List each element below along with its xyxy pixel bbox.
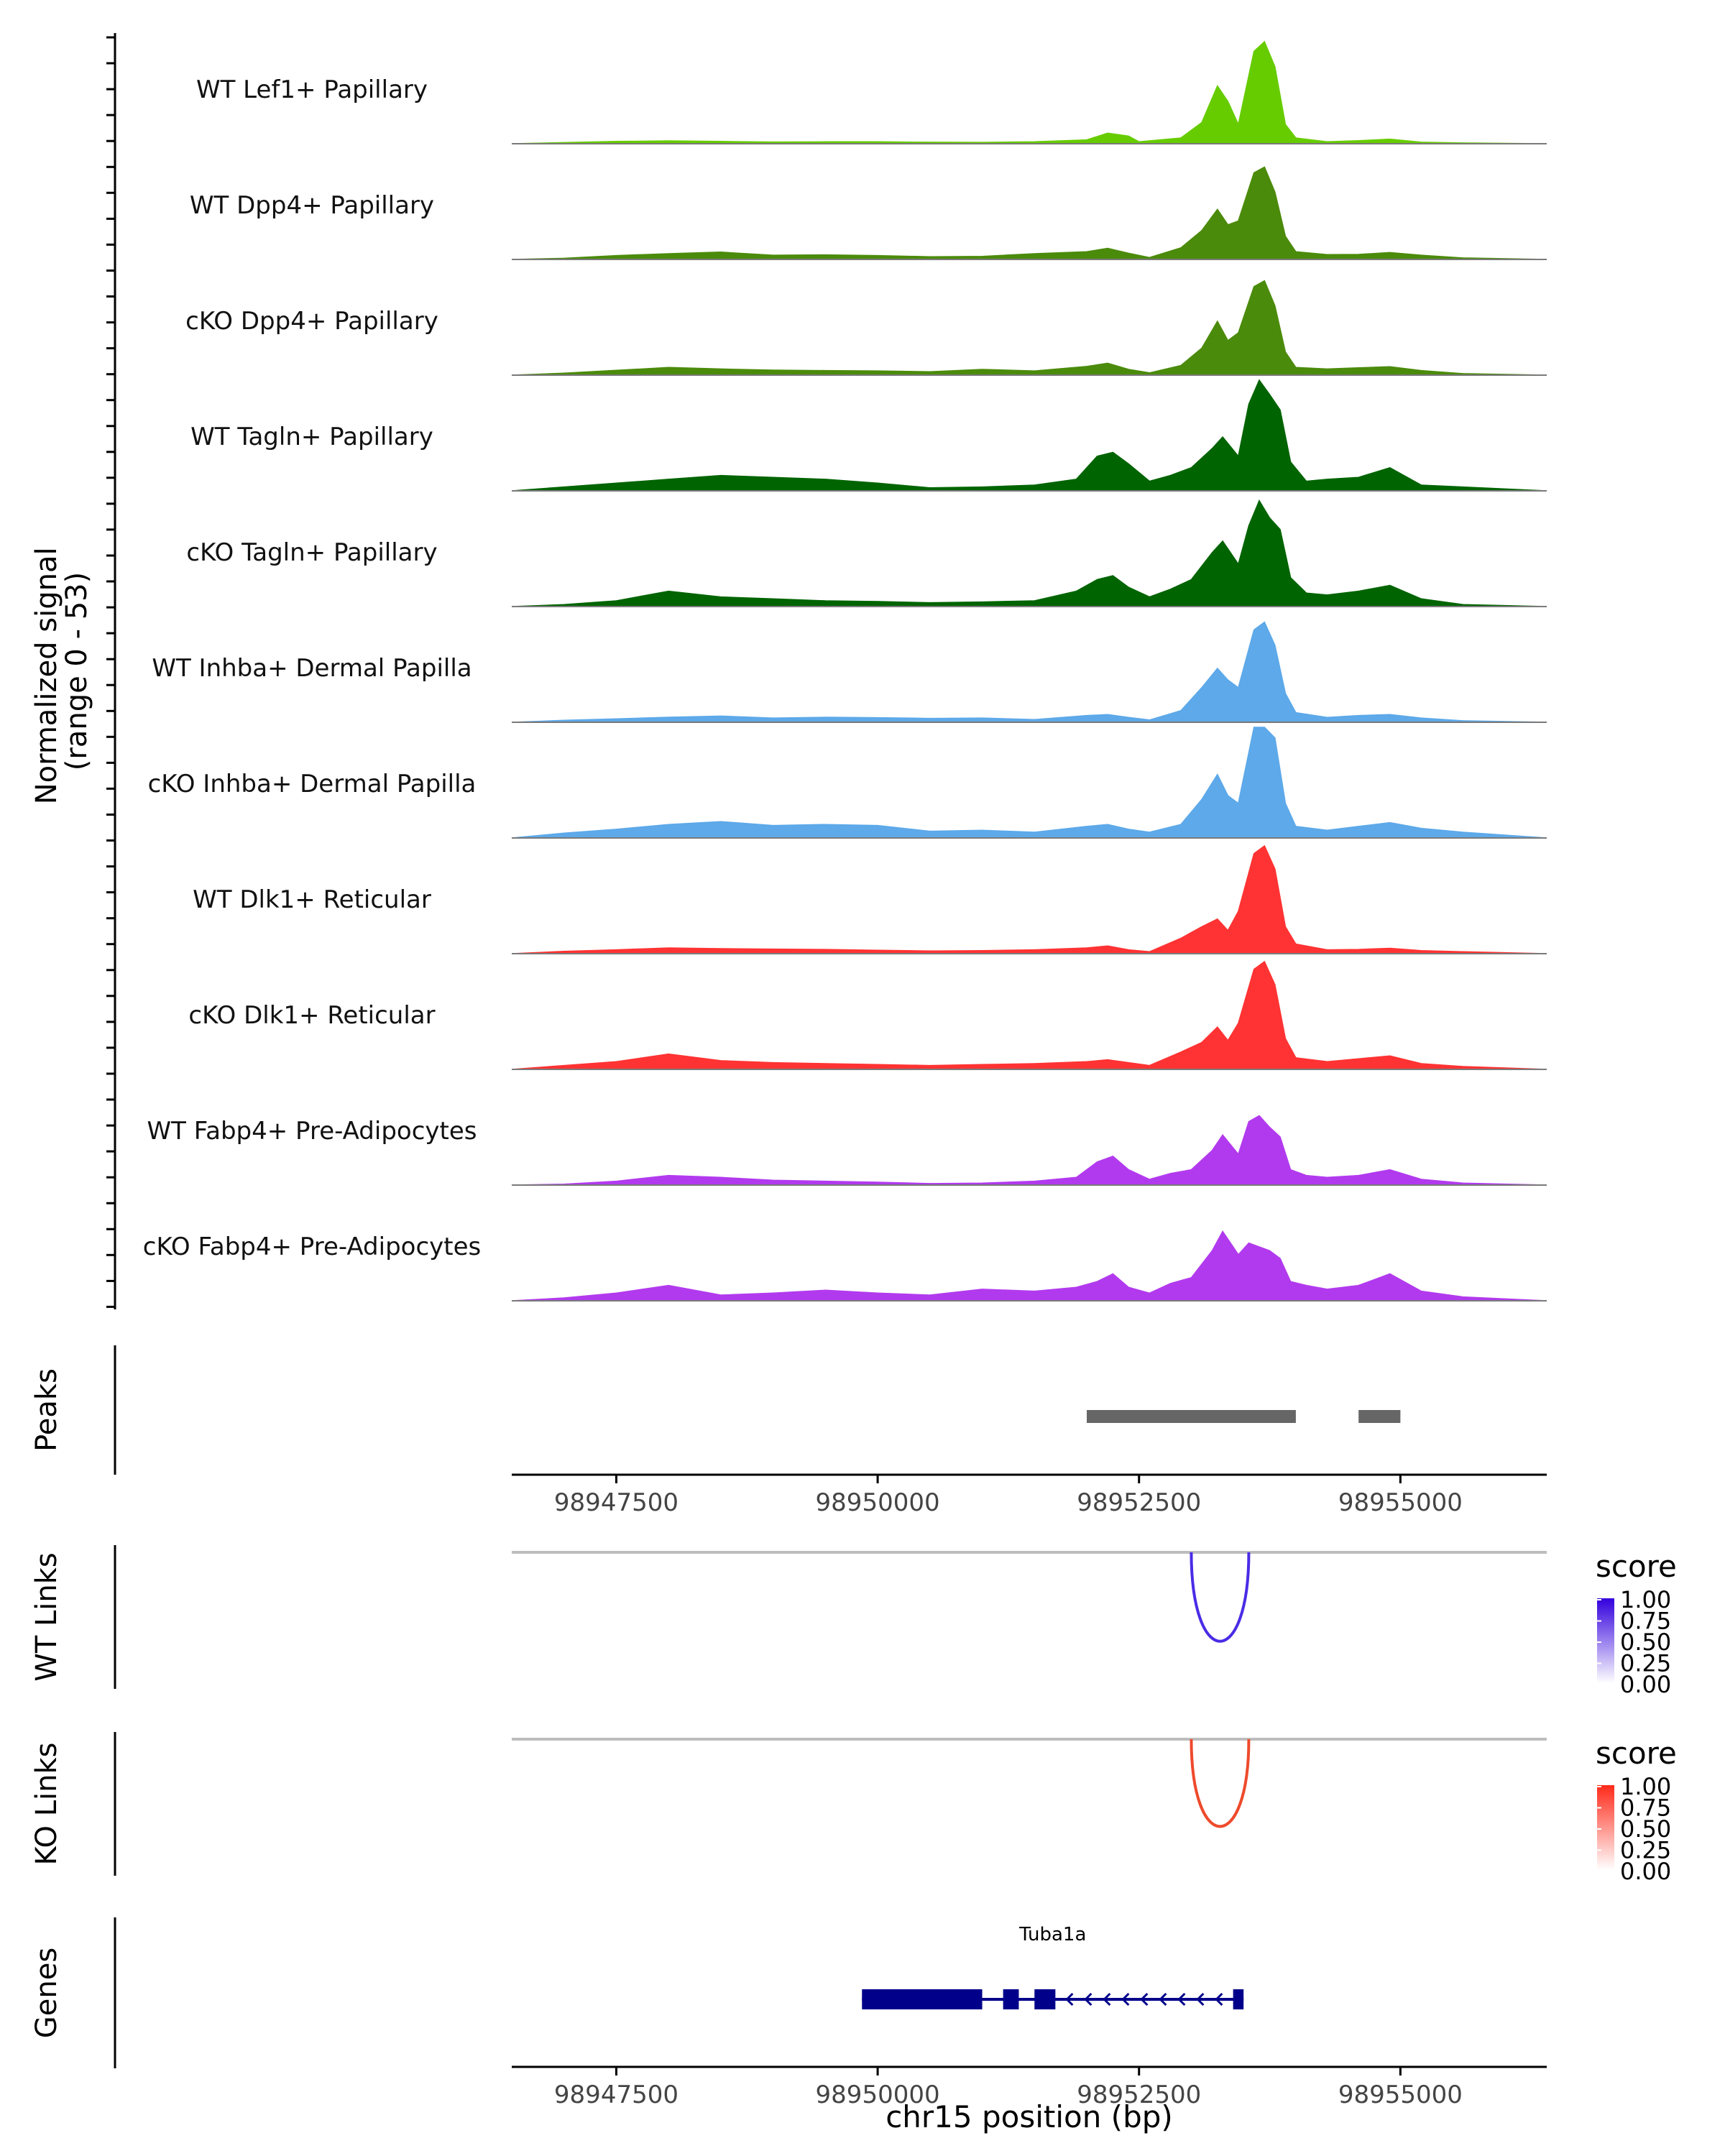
wt-score-legend: score 1.000.750.500.250.00: [1596, 1549, 1677, 1698]
coverage-track-label-5: WT Inhba+ Dermal Papilla: [152, 654, 472, 683]
coverage-track-label-10: cKO Fabp4+ Pre-Adipocytes: [143, 1233, 482, 1261]
coverage-track-0: WT Lef1+ Papillary: [196, 40, 1547, 144]
ko-links-label: KO Links: [30, 1743, 63, 1866]
gene-strand-arrow-0-5: [1159, 1992, 1167, 2007]
peak-bar-1: [1358, 1410, 1401, 1423]
peaks-panel: Peaks 98947500 98950000 98952500 98955000: [30, 1345, 1547, 1517]
x-axis-peaks-tick-label-0: 98947500: [554, 1488, 678, 1517]
coverage-track-area-4: [511, 499, 1547, 607]
ko-legend-title: score: [1596, 1736, 1677, 1771]
coverage-y-label: Normalized signal (range 0 - 53): [30, 538, 93, 805]
x-axis-genes-tick-label-1: 98950000: [816, 2081, 940, 2109]
coverage-track-label-7: WT Dlk1+ Reticular: [193, 885, 431, 914]
x-axis-peaks-tick-label-1: 98950000: [816, 1488, 940, 1517]
genes-panel: Genes Tuba1a 98947500 98950000 98952500 989…: [30, 1917, 1547, 2134]
peaks-bars: [1087, 1410, 1401, 1423]
coverage-track-area-3: [511, 379, 1547, 492]
wt-legend-tick-label-2: 0.50: [1620, 1628, 1671, 1656]
wt-legend-ticks: 1.000.750.500.250.00: [1597, 1586, 1671, 1698]
gene-strand-arrow-0-2: [1103, 1992, 1111, 2007]
coverage-track-area-10: [511, 1230, 1547, 1302]
gene-strand-arrow-0-8: [1215, 1992, 1223, 2007]
coverage-track-area-1: [511, 166, 1547, 260]
coverage-track-4: cKO Tagln+ Papillary: [186, 499, 1547, 607]
coverage-track-7: WT Dlk1+ Reticular: [193, 844, 1547, 954]
peaks-label: Peaks: [30, 1368, 63, 1452]
gene-strand-arrow-0-7: [1196, 1992, 1205, 2007]
coverage-track-area-5: [511, 621, 1547, 723]
coverage-track-label-0: WT Lef1+ Papillary: [196, 75, 428, 104]
coverage-track-label-3: WT Tagln+ Papillary: [190, 423, 433, 451]
wt-legend-tick-label-0: 1.00: [1620, 1586, 1671, 1613]
coverage-track-label-8: cKO Dlk1+ Reticular: [188, 1001, 435, 1030]
coverage-track-2: cKO Dpp4+ Papillary: [185, 280, 1547, 376]
coverage-y-label-line1: Normalized signal: [30, 547, 63, 804]
gene-strand-arrow-0-3: [1121, 1992, 1130, 2007]
coverage-track-label-6: cKO Inhba+ Dermal Papilla: [148, 770, 477, 798]
x-axis-peaks-tick-label-2: 98952500: [1077, 1488, 1201, 1517]
gene-exon-0-2: [1034, 1989, 1056, 2009]
wt-links-panel: WT Links: [30, 1545, 1547, 1689]
genes-label: Genes: [30, 1948, 63, 2038]
wt-legend-colorbar: [1597, 1598, 1614, 1683]
coverage-track-8: cKO Dlk1+ Reticular: [188, 960, 1547, 1070]
coverage-track-9: WT Fabp4+ Pre-Adipocytes: [147, 1115, 1547, 1186]
wt-legend-tick-label-4: 0.00: [1620, 1671, 1671, 1698]
x-axis-genes-tick-label-3: 98955000: [1338, 2081, 1463, 2109]
coverage-panel: Normalized signal (range 0 - 53) WT Lef1…: [30, 33, 1547, 1309]
gene-exon-0-3: [1233, 1989, 1244, 2009]
x-axis-peaks: 98947500 98950000 98952500 98955000: [554, 1475, 1463, 1517]
coverage-track-label-1: WT Dpp4+ Papillary: [190, 191, 434, 220]
wt-links-label: WT Links: [30, 1552, 63, 1681]
x-axis-genes: 98947500 98950000 98952500 98955000: [554, 2067, 1463, 2109]
coverage-track-label-9: WT Fabp4+ Pre-Adipocytes: [147, 1117, 477, 1146]
wt-legend-tick-label-3: 0.25: [1620, 1650, 1671, 1677]
coverage-track-area-0: [511, 40, 1547, 144]
coverage-track-10: cKO Fabp4+ Pre-Adipocytes: [143, 1230, 1547, 1302]
x-axis-genes-tick-label-2: 98952500: [1077, 2081, 1201, 2109]
coverage-track-area-6: [511, 727, 1547, 839]
ko-legend-tick-label-2: 0.50: [1620, 1815, 1671, 1843]
gene-name-0: Tuba1a: [1018, 1924, 1086, 1945]
coverage-track-area-8: [511, 960, 1547, 1070]
ko-link-arc: [1190, 1738, 1251, 1828]
ko-legend-ticks: 1.000.750.500.250.00: [1597, 1773, 1671, 1885]
coverage-y-ticks: [106, 36, 115, 1308]
coverage-track-area-2: [511, 280, 1547, 376]
ko-links-panel: KO Links: [30, 1732, 1547, 1876]
gene-strand-arrow-0-4: [1140, 1992, 1149, 2007]
gene-models: Tuba1a: [862, 1924, 1244, 2009]
coverage-track-3: WT Tagln+ Papillary: [190, 379, 1547, 492]
coverage-track-area-9: [511, 1115, 1547, 1186]
x-axis-genes-tick-label-0: 98947500: [554, 2081, 678, 2109]
wt-legend-tick-label-1: 0.75: [1620, 1608, 1671, 1635]
gene-0: Tuba1a: [862, 1924, 1244, 2009]
gene-strand-arrow-0-0: [1065, 1992, 1074, 2007]
peak-bar-0: [1087, 1410, 1296, 1423]
gene-exon-0-0: [862, 1989, 983, 2009]
gene-strand-arrow-0-1: [1084, 1992, 1092, 2007]
coverage-tracks: WT Lef1+ Papillary WT Dpp4+ Papillary cKO …: [143, 40, 1547, 1302]
ko-score-legend: score 1.000.750.500.250.00: [1596, 1736, 1677, 1885]
gene-exon-0-1: [1003, 1989, 1019, 2009]
coverage-track-area-7: [511, 844, 1547, 954]
coverage-y-label-line2: (range 0 - 53): [60, 572, 93, 770]
ko-legend-tick-label-3: 0.25: [1620, 1837, 1671, 1864]
coverage-track-5: WT Inhba+ Dermal Papilla: [152, 621, 1547, 723]
ko-legend-colorbar: [1597, 1785, 1614, 1870]
wt-link-arc: [1190, 1552, 1251, 1643]
ko-legend-tick-label-0: 1.00: [1620, 1773, 1671, 1800]
wt-legend-title: score: [1596, 1549, 1677, 1584]
coverage-track-6: cKO Inhba+ Dermal Papilla: [148, 727, 1547, 839]
coverage-track-label-4: cKO Tagln+ Papillary: [186, 538, 437, 567]
coverage-track-1: WT Dpp4+ Papillary: [190, 166, 1547, 260]
x-axis-peaks-tick-label-3: 98955000: [1338, 1488, 1463, 1517]
ko-legend-tick-label-1: 0.75: [1620, 1795, 1671, 1822]
ko-legend-tick-label-4: 0.00: [1620, 1858, 1671, 1885]
coverage-track-label-2: cKO Dpp4+ Papillary: [185, 307, 438, 336]
gene-strand-arrow-0-6: [1177, 1992, 1186, 2007]
x-axis-title: chr15 position (bp): [886, 2099, 1173, 2134]
